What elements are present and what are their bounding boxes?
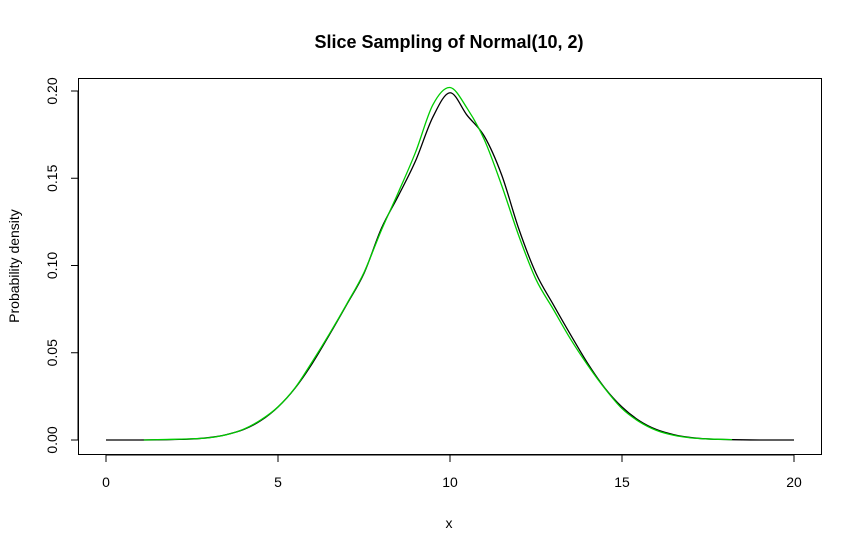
y-tick-label: 0.00: [44, 426, 60, 453]
y-tick-label: 0.10: [44, 252, 60, 279]
chart-title: Slice Sampling of Normal(10, 2): [314, 32, 583, 52]
x-tick-label: 0: [102, 474, 110, 490]
y-tick-label: 0.15: [44, 164, 60, 191]
plot-frame: [78, 78, 822, 455]
x-axis-label: x: [446, 515, 453, 531]
x-tick-label: 10: [442, 474, 458, 490]
x-tick-label: 5: [274, 474, 282, 490]
y-axis: 0.00 0.05 0.10 0.15 0.20: [44, 77, 79, 454]
y-tick-label: 0.05: [44, 339, 60, 366]
y-tick-label: 0.20: [44, 77, 60, 104]
x-tick-label: 15: [614, 474, 630, 490]
x-tick-label: 20: [786, 474, 802, 490]
series-line-sample-density: [143, 86, 733, 441]
x-axis: 0 5 10 15 20: [102, 454, 802, 490]
y-axis-label: Probability density: [6, 209, 22, 323]
series-line-true-density: [106, 92, 794, 441]
series-group: [106, 86, 794, 441]
